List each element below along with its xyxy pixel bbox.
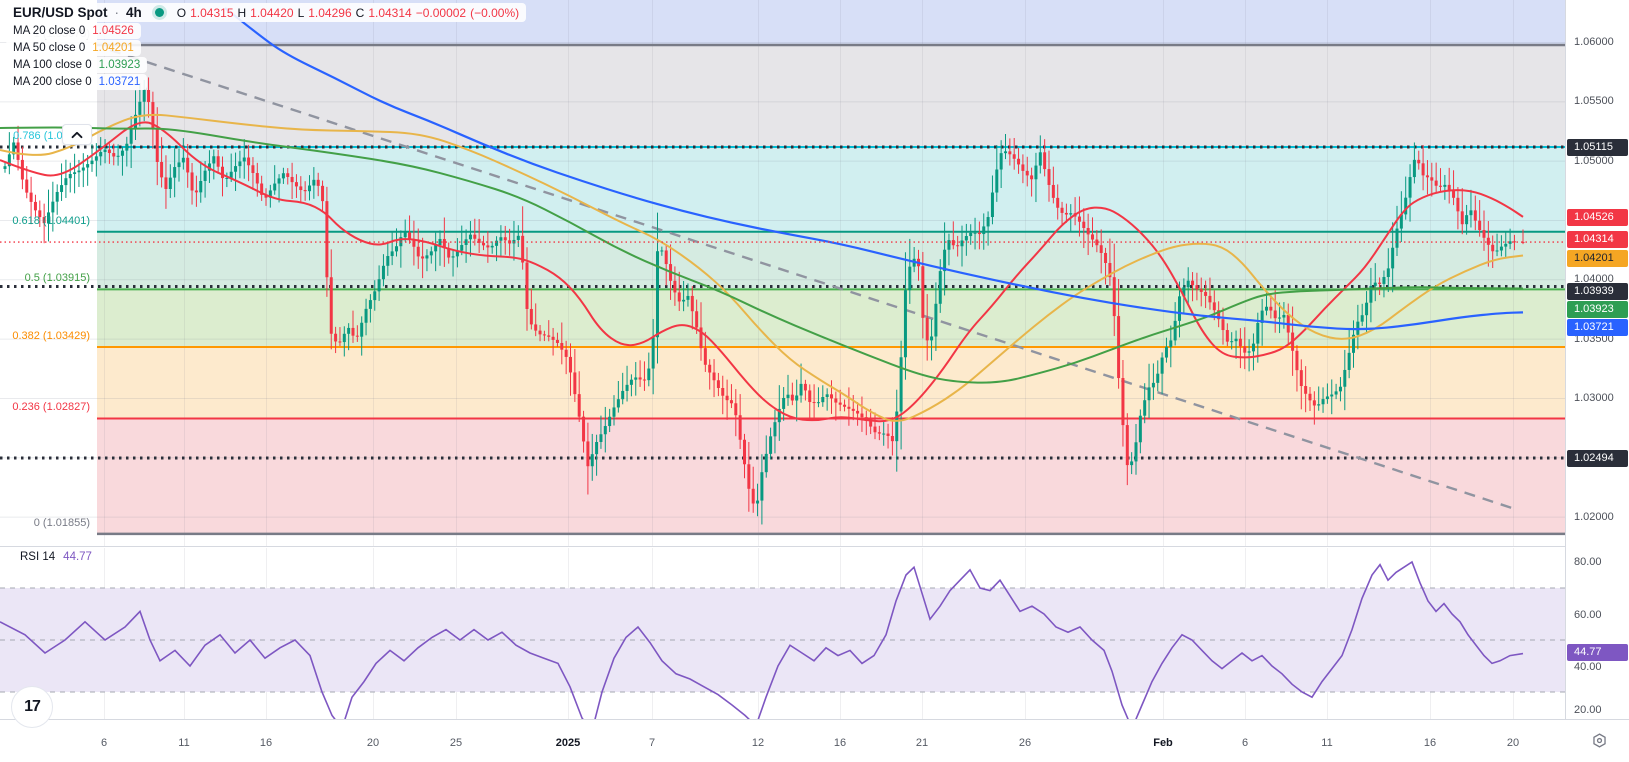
ma-legend-label: MA 100 close 0 [13,59,92,71]
ma-legend-row-2[interactable]: MA 50 close 0 1.04201 [6,40,141,56]
high-label: H [237,5,247,20]
time-axis-tick: 25 [449,737,463,749]
rsi-axis-tick: 60.00 [1574,609,1602,621]
high-value: 1.04420 [250,5,294,20]
rsi-axis-tick: 40.00 [1574,661,1602,673]
ma-legend-row-1[interactable]: MA 20 close 0 1.04526 [6,23,141,39]
price-axis[interactable]: 1.06000 1.05500 1.05000 1.04000 1.03500 1.030… [1565,0,1629,719]
fib-level-label: 0.5 (1.03915) [24,272,90,285]
rsi-axis-tick: 80.00 [1574,556,1602,568]
price-axis-tick: 1.03000 [1574,391,1614,404]
ma-legend-label: MA 200 close 0 [13,76,92,88]
price-axis-badge: 1.03721 [1567,318,1628,336]
fib-level-label: 0 (1.01855) [33,516,90,529]
rsi-value: 44.77 [63,551,92,563]
time-axis-tick: 16 [1423,737,1437,749]
ma-legend-label: MA 50 close 0 [13,42,86,54]
price-axis-tick: 1.05000 [1574,154,1614,167]
rsi-axis-tick: 20.00 [1574,704,1602,716]
ma-legend-value: 1.04526 [92,25,134,37]
price-axis-tick: 1.03500 [1574,332,1614,345]
time-axis-tick: 26 [1018,737,1032,749]
ma-legend-value: 1.04201 [92,42,134,54]
rsi-legend-row[interactable]: RSI 14 44.77 [14,550,98,564]
ohlc-values: O 1.04315 H 1.04420 L 1.04296 C 1.04314 −0.0… [177,6,519,20]
tradingview-logo[interactable]: 17 [11,686,53,728]
time-axis-tick: 6 [100,737,108,749]
price-axis-tick: 1.04000 [1574,273,1614,286]
fib-level-label: 0.382 (1.03429) [12,330,90,343]
close-label: C [355,5,365,20]
title-separator: · [114,5,120,20]
interval-label: 4h [126,5,142,20]
price-axis-tick: 1.02000 [1574,510,1614,523]
change-percent: (−0.00%) [470,5,520,20]
time-axis-tick: 11 [1321,737,1333,749]
price-axis-badge: 1.04201 [1567,249,1628,267]
ma-legend-value: 1.03721 [98,76,141,88]
price-axis-badge: 1.04526 [1567,208,1628,226]
price-axis-badge: 1.03923 [1567,300,1628,318]
chevron-up-icon [71,131,83,138]
time-axis-tick: 12 [751,737,765,749]
symbol-title: EUR/USD Spot [13,5,108,20]
pane-separator[interactable] [0,546,1629,547]
price-axis-badge: 1.03939 [1567,282,1628,300]
time-axis-tick: 11 [178,737,190,749]
fib-level-label: 0.236 (1.02827) [12,401,90,414]
price-axis-tick: 1.06000 [1574,35,1614,48]
change-value: −0.00002 [415,5,467,20]
low-value: 1.04296 [308,5,352,20]
price-axis-badge: 1.05115 [1567,138,1628,156]
time-axis-tick: 20 [366,737,380,749]
price-axis-badge: 1.04314 [1567,230,1628,248]
ma-legend-value: 1.03923 [98,59,141,71]
time-axis-tick: 16 [259,737,273,749]
ma-legend-row-4[interactable]: MA 200 close 0 1.03721 [6,74,148,90]
time-axis-tick: 6 [1241,737,1249,749]
time-axis[interactable]: 6 11 16 20 25 2025 7 12 16 21 26 Feb 6 11 16 20 [0,719,1629,762]
open-label: O [176,5,187,20]
chart-legend: EUR/USD Spot · 4h O 1.04315 H 1.04420 L 1.042… [6,3,527,91]
symbol-legend-row[interactable]: EUR/USD Spot · 4h O 1.04315 H 1.04420 L 1.042… [6,3,527,22]
time-axis-tick: 20 [1506,737,1520,749]
time-axis-tick: Feb [1153,737,1173,749]
ma-legend-row-3[interactable]: MA 100 close 0 1.03923 [6,57,148,73]
fib-level-label: 0.618 (1.04401) [12,214,90,227]
open-value: 1.04315 [190,5,234,20]
tradingview-logo-glyph: 17 [24,698,41,715]
price-axis-badge: 44.77 [1567,643,1628,661]
time-axis-tick: 16 [833,737,847,749]
price-axis-tick: 1.05500 [1574,95,1614,108]
ma-legend-label: MA 20 close 0 [13,25,86,37]
collapse-chevron-button[interactable] [62,124,92,145]
time-axis-tick: 7 [648,737,656,749]
time-axis-tick: 2025 [555,737,581,749]
market-open-dot-icon [154,8,164,17]
axis-settings-gear-icon[interactable] [1588,729,1610,751]
low-label: L [297,5,305,20]
time-axis-tick: 21 [915,737,929,749]
price-axis-badge: 1.02494 [1567,449,1628,467]
rsi-label: RSI 14 [20,551,56,563]
close-value: 1.04314 [368,5,412,20]
